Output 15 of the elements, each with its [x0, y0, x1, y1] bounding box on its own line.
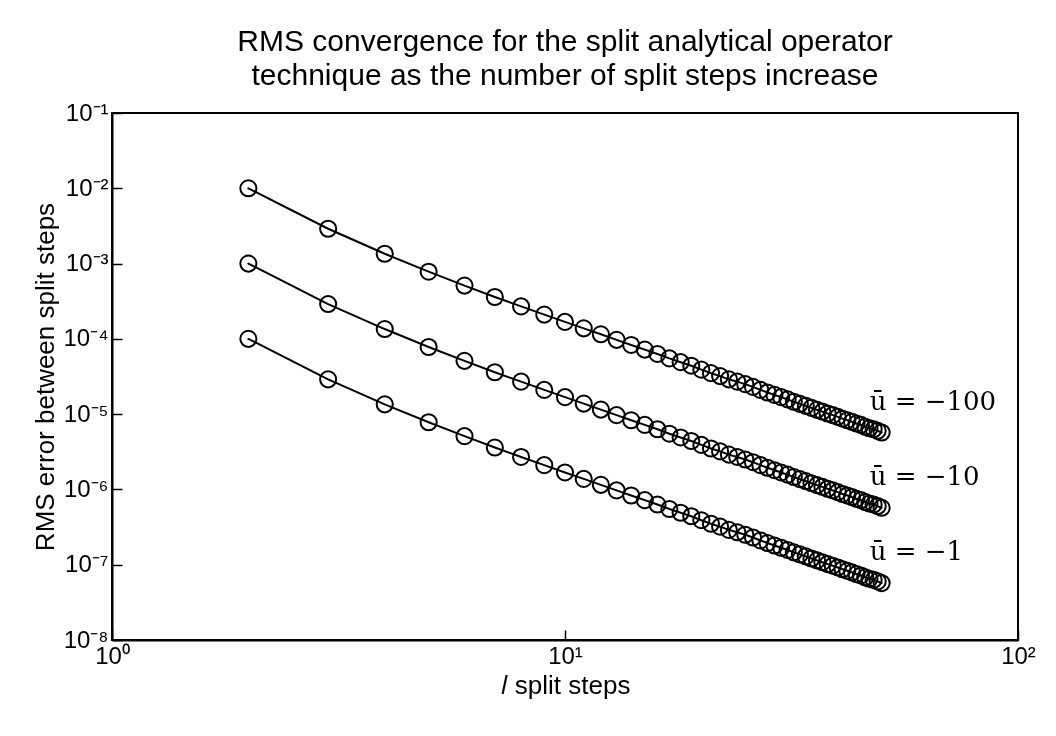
y-tick-label: 10⁻¹ — [65, 98, 109, 126]
series-label: ū = −1 — [869, 536, 964, 567]
y-tick-label: 10⁻⁴ — [63, 324, 109, 352]
x-tick-label: 10² — [1001, 641, 1036, 669]
series-label: ū = −100 — [869, 385, 997, 416]
chart-title: RMS convergence for the split analytical operator technique as the number of split steps increase — [237, 24, 893, 91]
x-axis-title: 𝑙 split steps — [500, 669, 631, 700]
y-tick-label: 10⁻⁶ — [63, 474, 109, 502]
y-tick-label: 10⁻³ — [65, 249, 109, 277]
x-tick-label: 10¹ — [548, 641, 583, 669]
y-tick-label: 10⁻² — [65, 173, 109, 201]
y-tick-label: 10⁻⁷ — [65, 550, 109, 578]
y-tick-label: 10⁻⁵ — [63, 399, 109, 427]
y-axis-title: RMS error between split steps — [30, 202, 61, 552]
series-label: ū = −10 — [869, 460, 980, 491]
